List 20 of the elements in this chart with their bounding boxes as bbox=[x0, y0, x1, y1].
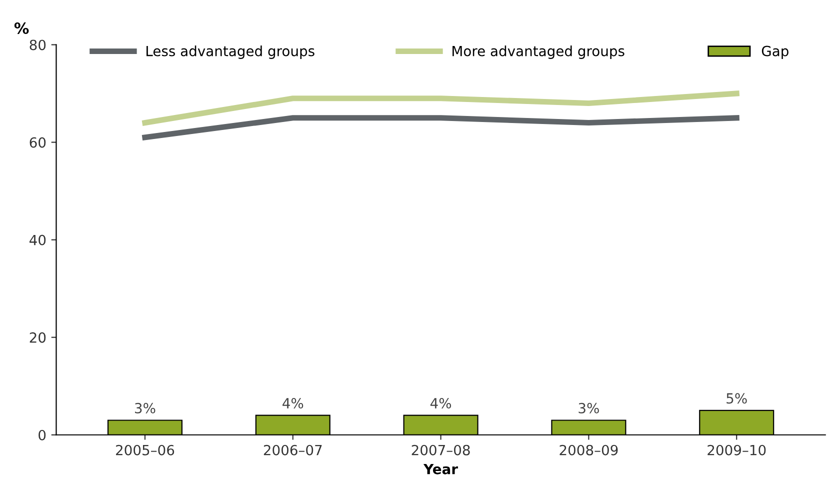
y-tick-label: 80 bbox=[30, 40, 46, 50]
y-tick-label: 0 bbox=[38, 430, 46, 440]
x-tick-label: 2009–10 bbox=[708, 444, 766, 456]
legend-label: Less advantaged groups bbox=[146, 46, 314, 59]
y-tick-label: 40 bbox=[30, 234, 46, 246]
data-label: 5% bbox=[726, 393, 747, 404]
y-tick-label: 60 bbox=[30, 137, 46, 148]
legend-label: More advantaged groups bbox=[452, 46, 624, 59]
data-label: 3% bbox=[135, 402, 156, 414]
y-axis-title: % bbox=[14, 22, 29, 34]
x-tick-label: 2007–08 bbox=[412, 444, 470, 456]
x-tick-label: 2006–07 bbox=[264, 444, 322, 456]
x-tick-label: 2005–06 bbox=[116, 444, 174, 456]
x-tick-label: 2008–09 bbox=[560, 444, 618, 456]
legend-label: Gap bbox=[762, 46, 788, 59]
data-label: 4% bbox=[430, 398, 452, 409]
x-axis-title: Year bbox=[423, 464, 458, 474]
y-tick-label: 20 bbox=[30, 332, 46, 343]
data-label: 3% bbox=[578, 402, 599, 414]
data-label: 4% bbox=[282, 398, 304, 409]
